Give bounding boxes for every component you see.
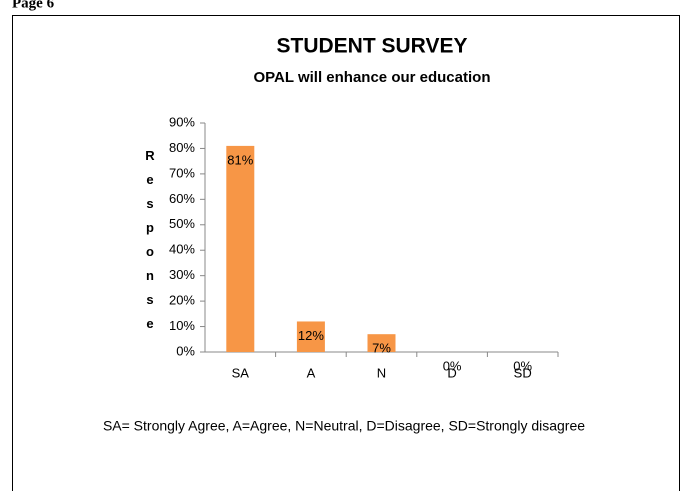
data-label: 7% — [372, 341, 391, 356]
y-tick-label: 70% — [169, 165, 195, 180]
data-label: 81% — [227, 152, 253, 167]
data-label: 0% — [513, 358, 532, 373]
data-label: 0% — [443, 358, 462, 373]
y-tick-label: 60% — [169, 191, 195, 206]
y-tick-label: 40% — [169, 242, 195, 257]
x-tick-label: D — [447, 365, 456, 380]
x-tick-label: N — [377, 365, 386, 380]
bar — [226, 145, 255, 352]
x-tick-label: A — [307, 365, 316, 380]
x-tick-label: SA — [232, 365, 250, 380]
chart-title: STUDENT SURVEY — [277, 35, 468, 58]
chart-subtitle: OPAL will enhance our education — [254, 69, 491, 86]
y-tick-label: 20% — [169, 293, 195, 308]
y-tick-label: 50% — [169, 216, 195, 231]
y-tick-label: 0% — [176, 343, 195, 358]
bar — [296, 321, 325, 352]
bar — [367, 334, 396, 352]
footnote: SA= Strongly Agree, A=Agree, N=Neutral, … — [103, 418, 585, 434]
y-tick-label: 10% — [169, 318, 195, 333]
y-tick-label: 30% — [169, 267, 195, 282]
y-tick-label: 80% — [169, 140, 195, 155]
x-tick-label: SD — [514, 365, 532, 380]
data-label: 12% — [298, 328, 324, 343]
y-tick-label: 90% — [169, 114, 195, 129]
page-label: Page 6 — [12, 0, 55, 11]
chart-frame — [12, 15, 680, 491]
